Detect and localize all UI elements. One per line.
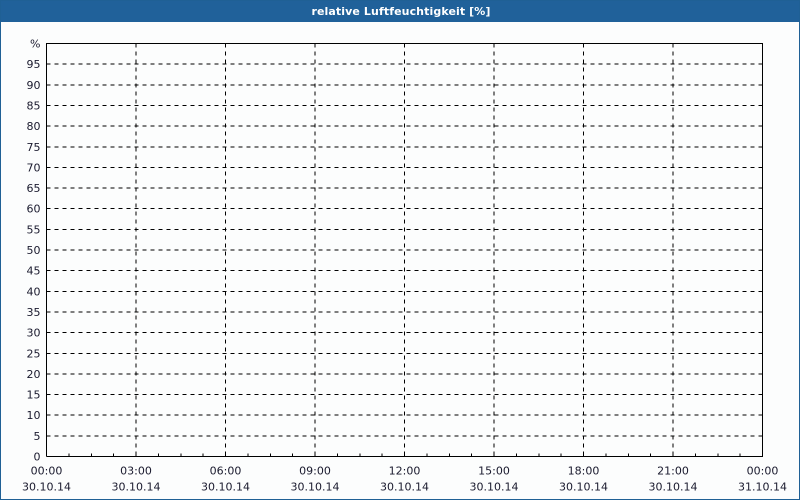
plot-canvas: 95 90 85 80 75 70 65 60 55 50 45 40 35 30 25 20 15 10 5 0% … [1, 22, 799, 499]
y-axis-tick-label: 90 [27, 79, 41, 92]
y-axis-unit-label: % [30, 38, 40, 51]
x-axis-time-label: 00:00 [747, 465, 779, 478]
y-axis-tick-label: 45 [27, 265, 41, 278]
x-axis-date-label: 31.10.14 [738, 481, 787, 494]
y-axis-tick-label: 10 [27, 409, 41, 422]
x-axis-time-label: 00:00 [31, 465, 63, 478]
gridlines-group [46, 43, 763, 457]
y-axis-tick-label: 85 [27, 99, 41, 112]
x-axis-date-label: 30.10.14 [112, 481, 161, 494]
y-axis-tick-label: 50 [27, 244, 41, 257]
y-axis-tick-label: 60 [27, 203, 41, 216]
y-axis-tick-label: 5 [34, 430, 41, 443]
y-axis-tick-label: 65 [27, 182, 41, 195]
y-axis-tick-label: 0 [34, 451, 41, 464]
x-axis-date-label: 30.10.14 [470, 481, 519, 494]
chart-plot-svg: 95908580757065605550454035302520151050% … [22, 38, 787, 494]
y-axis-tick-label: 40 [27, 285, 41, 298]
y-axis-tick-label: 80 [27, 120, 41, 133]
page-title: relative Luftfeuchtigkeit [%] [311, 5, 491, 18]
x-axis-time-label: 03:00 [120, 465, 152, 478]
x-axis-date-label: 30.10.14 [649, 481, 698, 494]
y-axis-tick-label: 35 [27, 306, 41, 319]
y-axis-tick-label: 20 [27, 368, 41, 381]
x-axis-time-label: 09:00 [299, 465, 331, 478]
x-axis-date-label: 30.10.14 [559, 481, 608, 494]
y-axis-tick-label: 55 [27, 223, 41, 236]
y-axis-tick-label: 25 [27, 347, 41, 360]
x-axis-time-label: 06:00 [210, 465, 242, 478]
y-axis-tick-label: 15 [27, 389, 41, 402]
x-axis-date-label: 30.10.14 [291, 481, 340, 494]
x-axis-date-label: 30.10.14 [380, 481, 429, 494]
x-axis-date-label: 30.10.14 [22, 481, 71, 494]
x-axis-date-label: 30.10.14 [201, 481, 250, 494]
y-axis-tick-label: 75 [27, 141, 41, 154]
x-axis-time-label: 12:00 [389, 465, 421, 478]
plot-frame [45, 42, 764, 458]
x-axis-time-label: 18:00 [568, 465, 600, 478]
x-axis-labels-group: 00:00 30.10.14 03:00 30.10.14 06:00 30.10.14 0… [22, 465, 787, 494]
axes-group [45, 42, 764, 458]
x-axis-time-label: 15:00 [478, 465, 510, 478]
y-axis-tick-label: 70 [27, 161, 41, 174]
x-axis-time-label: 21:00 [657, 465, 689, 478]
y-axis-tick-label: 95 [27, 58, 41, 71]
y-axis-tick-label: 30 [27, 327, 41, 340]
chart-title-bar: relative Luftfeuchtigkeit [%] [1, 1, 799, 22]
